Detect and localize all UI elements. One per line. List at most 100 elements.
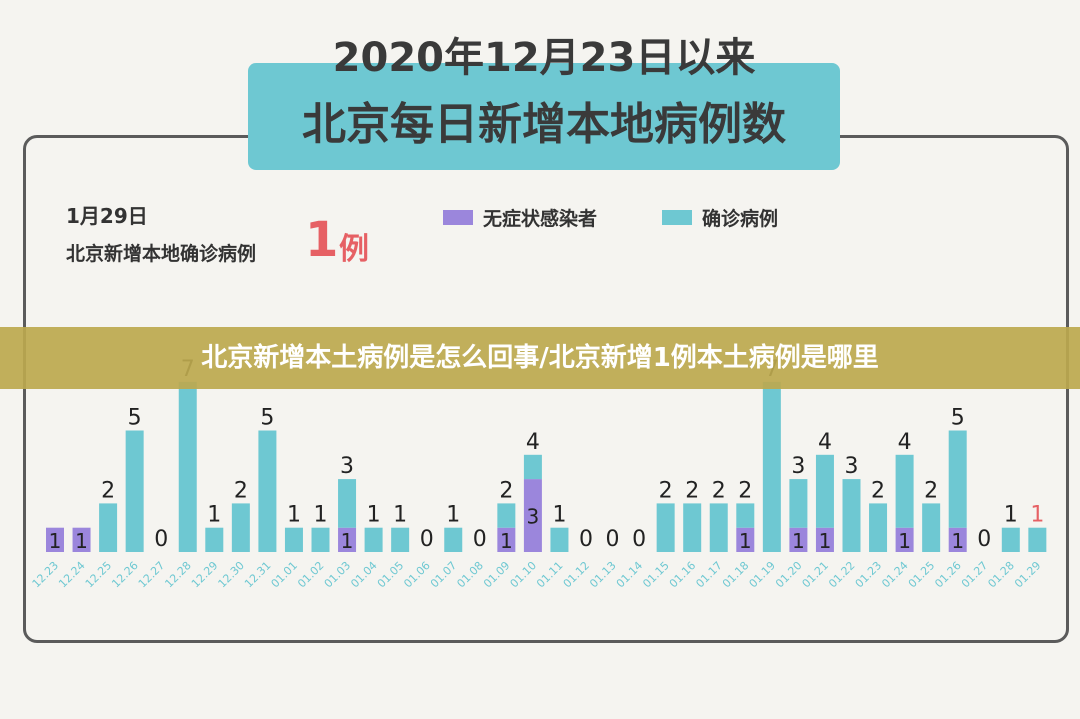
data-label-total-01.18: 2	[738, 478, 752, 503]
legend-label-confirmed: 确诊病例	[702, 207, 779, 230]
data-label-total-01.01: 1	[287, 503, 301, 528]
x-tick-label-01.24: 01.24	[879, 559, 910, 590]
data-label-total-01.21: 4	[818, 430, 832, 455]
data-label-total-01.02: 1	[314, 503, 328, 528]
bar-confirmed-01.24	[895, 454, 914, 528]
data-label-total-01.24: 4	[898, 430, 912, 455]
data-label-total-12.27: 0	[154, 527, 168, 552]
bar-asymptomatic-01.20	[789, 527, 808, 552]
data-label-total-01.27: 0	[977, 527, 991, 552]
summary-label: 北京新增本地确诊病例	[66, 243, 257, 265]
data-label-asymptomatic-12.23: 1	[49, 529, 62, 553]
bar-confirmed-01.19	[762, 381, 781, 552]
data-label-asymptomatic-01.20: 1	[792, 529, 805, 553]
x-tick-label-01.13: 01.13	[587, 559, 618, 590]
bar-confirmed-01.25	[922, 503, 941, 552]
data-label-total-01.26: 5	[951, 406, 965, 431]
x-tick-label-01.23: 01.23	[853, 559, 884, 590]
bar-confirmed-01.29	[1028, 527, 1047, 552]
legend-swatch-asymptomatic	[443, 209, 473, 225]
bar-confirmed-01.17	[709, 503, 728, 552]
data-label-total-12.31: 5	[260, 406, 274, 431]
chart-title-line2: 北京每日新增本地病例数	[302, 99, 786, 150]
data-label-total-01.20: 3	[791, 454, 805, 479]
x-tick-label-01.14: 01.14	[614, 559, 645, 590]
legend-item-confirmed: 确诊病例	[662, 205, 779, 230]
bar-asymptomatic-12.24	[72, 527, 91, 552]
x-tick-label-01.04: 01.04	[348, 559, 379, 590]
data-label-total-01.08: 0	[473, 527, 487, 552]
bar-confirmed-01.05	[391, 527, 410, 552]
data-label-total-01.25: 2	[924, 478, 938, 503]
data-label-total-12.30: 2	[234, 478, 248, 503]
data-label-total-01.22: 3	[845, 454, 859, 479]
bar-confirmed-01.16	[683, 503, 702, 552]
x-tick-label-01.16: 01.16	[667, 559, 698, 590]
data-label-asymptomatic-01.26: 1	[951, 529, 964, 553]
data-label-total-12.25: 2	[101, 478, 115, 503]
bar-confirmed-12.30	[231, 503, 250, 552]
bar-asymptomatic-01.24	[895, 527, 914, 552]
chart-title-line1: 2020年12月23日以来	[332, 35, 756, 81]
x-tick-label-01.10: 01.10	[508, 559, 539, 590]
bar-confirmed-01.22	[842, 479, 861, 552]
data-label-total-01.23: 2	[871, 478, 885, 503]
legend-item-asymptomatic: 无症状感染者	[443, 205, 597, 230]
data-label-total-12.29: 1	[207, 503, 221, 528]
data-label-total-01.28: 1	[1004, 503, 1018, 528]
x-tick-label-01.25: 01.25	[906, 559, 937, 590]
summary-date: 1月29日	[66, 204, 148, 228]
x-tick-label-12.31: 12.31	[242, 559, 273, 590]
bar-confirmed-01.23	[869, 503, 888, 552]
data-label-total-01.12: 0	[579, 527, 593, 552]
data-label-asymptomatic-01.21: 1	[819, 529, 832, 553]
data-label-total-01.13: 0	[606, 527, 620, 552]
x-tick-label-12.26: 12.26	[109, 559, 140, 590]
data-label-total-01.29: 1	[1030, 503, 1044, 528]
bar-asymptomatic-01.03	[338, 527, 357, 552]
bar-confirmed-01.02	[311, 527, 330, 552]
bar-confirmed-01.26	[948, 430, 967, 528]
data-label-total-01.16: 2	[685, 478, 699, 503]
x-tick-label-12.30: 12.30	[216, 559, 247, 590]
x-tick-label-01.22: 01.22	[826, 559, 857, 590]
x-tick-label-01.09: 01.09	[481, 559, 512, 590]
title-box	[248, 63, 840, 170]
x-tick-label-01.08: 01.08	[454, 559, 485, 590]
data-label-asymptomatic-01.18: 1	[739, 529, 752, 553]
data-label-total-01.07: 1	[446, 503, 460, 528]
overlay-banner: 北京新增本土病例是怎么回事/北京新增1例本土病例是哪里	[0, 327, 1080, 389]
data-label-total-01.15: 2	[659, 478, 673, 503]
summary-count: 1	[305, 212, 339, 268]
x-tick-label-01.12: 01.12	[561, 559, 592, 590]
data-label-total-01.04: 1	[367, 503, 381, 528]
data-label-total-01.11: 1	[552, 503, 566, 528]
x-tick-label-01.06: 01.06	[401, 559, 432, 590]
x-tick-label-01.18: 01.18	[720, 559, 751, 590]
bar-confirmed-01.18	[736, 503, 755, 528]
data-label-total-01.06: 0	[420, 527, 434, 552]
x-tick-label-01.21: 01.21	[800, 559, 831, 590]
bar-confirmed-01.03	[338, 479, 357, 528]
x-tick-label-01.02: 01.02	[295, 559, 326, 590]
bar-asymptomatic-01.18	[736, 527, 755, 552]
bar-confirmed-12.31	[258, 430, 277, 552]
data-label-total-01.03: 3	[340, 454, 354, 479]
bar-asymptomatic-01.10	[523, 479, 542, 552]
x-tick-label-01.19: 01.19	[747, 559, 778, 590]
data-label-asymptomatic-01.09: 1	[500, 529, 513, 553]
x-tick-label-01.11: 01.11	[534, 559, 565, 590]
x-tick-label-01.27: 01.27	[959, 559, 990, 590]
x-tick-label-01.03: 01.03	[322, 559, 353, 590]
x-tick-label-12.25: 12.25	[83, 559, 114, 590]
bar-asymptomatic-01.26	[948, 527, 967, 552]
x-tick-label-01.20: 01.20	[773, 559, 804, 590]
x-tick-label-01.29: 01.29	[1012, 559, 1043, 590]
data-label-total-01.17: 2	[712, 478, 726, 503]
data-label-asymptomatic-01.03: 1	[341, 529, 354, 553]
x-tick-label-12.27: 12.27	[136, 559, 167, 590]
bar-asymptomatic-01.21	[815, 527, 834, 552]
x-tick-label-01.15: 01.15	[640, 559, 671, 590]
bar-confirmed-01.11	[550, 527, 569, 552]
bar-confirmed-01.15	[656, 503, 675, 552]
